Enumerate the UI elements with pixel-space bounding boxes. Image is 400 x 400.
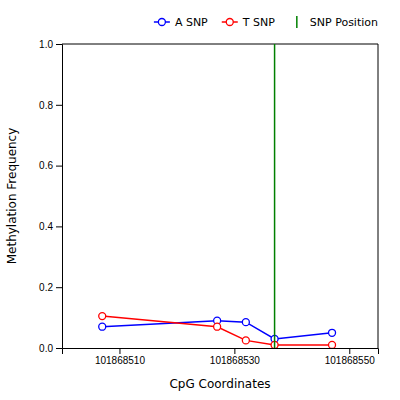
- frame: [378, 44, 379, 348]
- tick-mark: [349, 348, 350, 354]
- tick-label: 0.8: [39, 100, 53, 111]
- vertical-line: [274, 44, 276, 348]
- legend-swatch: [158, 19, 165, 26]
- point: [242, 337, 249, 344]
- legend-item: T SNP: [222, 16, 275, 29]
- tick: 0.2: [39, 282, 62, 293]
- tick-mark: [119, 348, 120, 354]
- tick-mark: [56, 348, 62, 349]
- legend-label: SNP Position: [310, 16, 378, 29]
- point: [99, 313, 106, 320]
- legend-swatch: [226, 19, 233, 26]
- tick-mark: [56, 105, 62, 106]
- line: [102, 316, 332, 345]
- tick: 0.4: [39, 221, 62, 232]
- legend-label: A SNP: [175, 16, 208, 29]
- tick: 101868530: [210, 348, 260, 366]
- tick: 0.0: [39, 343, 62, 354]
- tick: 0.8: [39, 100, 62, 111]
- legend-item: A SNP: [154, 16, 208, 29]
- tick: 1.0: [39, 39, 62, 50]
- point: [329, 329, 336, 336]
- x-axis: 101868510 101868530 101868550: [63, 348, 379, 366]
- y-axis-title: Methylation Frequency: [5, 128, 19, 265]
- tick-label: 0.2: [39, 282, 53, 293]
- point: [214, 323, 221, 330]
- y-axis: 0.0 0.2 0.4 0.6 0.8 1.0: [39, 39, 62, 354]
- tick-mark: [56, 44, 62, 45]
- frame: [62, 44, 378, 45]
- plot-area: 1018685101018685301018685500.00.20.40.60…: [39, 39, 378, 366]
- tick-label: 0.0: [39, 343, 53, 354]
- axis-line: [63, 349, 379, 355]
- tick-label: 101868550: [325, 355, 375, 366]
- tick: 101868550: [325, 348, 375, 366]
- tick-label: 101868530: [210, 355, 260, 366]
- point: [99, 323, 106, 330]
- tick-mark: [56, 166, 62, 167]
- legend: A SNP T SNP SNP Position: [154, 16, 378, 29]
- legend-swatch: [296, 16, 298, 28]
- tick: 101868510: [95, 348, 145, 366]
- line: [102, 321, 332, 339]
- tick-mark: [56, 287, 62, 288]
- legend-item: SNP Position: [297, 16, 378, 29]
- point: [329, 341, 336, 348]
- tick-mark: [234, 348, 235, 354]
- axis-line: [56, 45, 63, 349]
- chart: 1018685101018685301018685500.00.20.40.60…: [0, 0, 400, 400]
- tick-mark: [56, 226, 62, 227]
- tick-label: 0.4: [39, 221, 53, 232]
- tick-label: 101868510: [95, 355, 145, 366]
- marks: [99, 44, 336, 348]
- tick-label: 1.0: [39, 39, 53, 50]
- tick: 0.6: [39, 160, 62, 171]
- point: [242, 319, 249, 326]
- tick-label: 0.6: [39, 160, 53, 171]
- x-axis-title: CpG Coordinates: [169, 377, 270, 391]
- legend-label: T SNP: [242, 16, 275, 29]
